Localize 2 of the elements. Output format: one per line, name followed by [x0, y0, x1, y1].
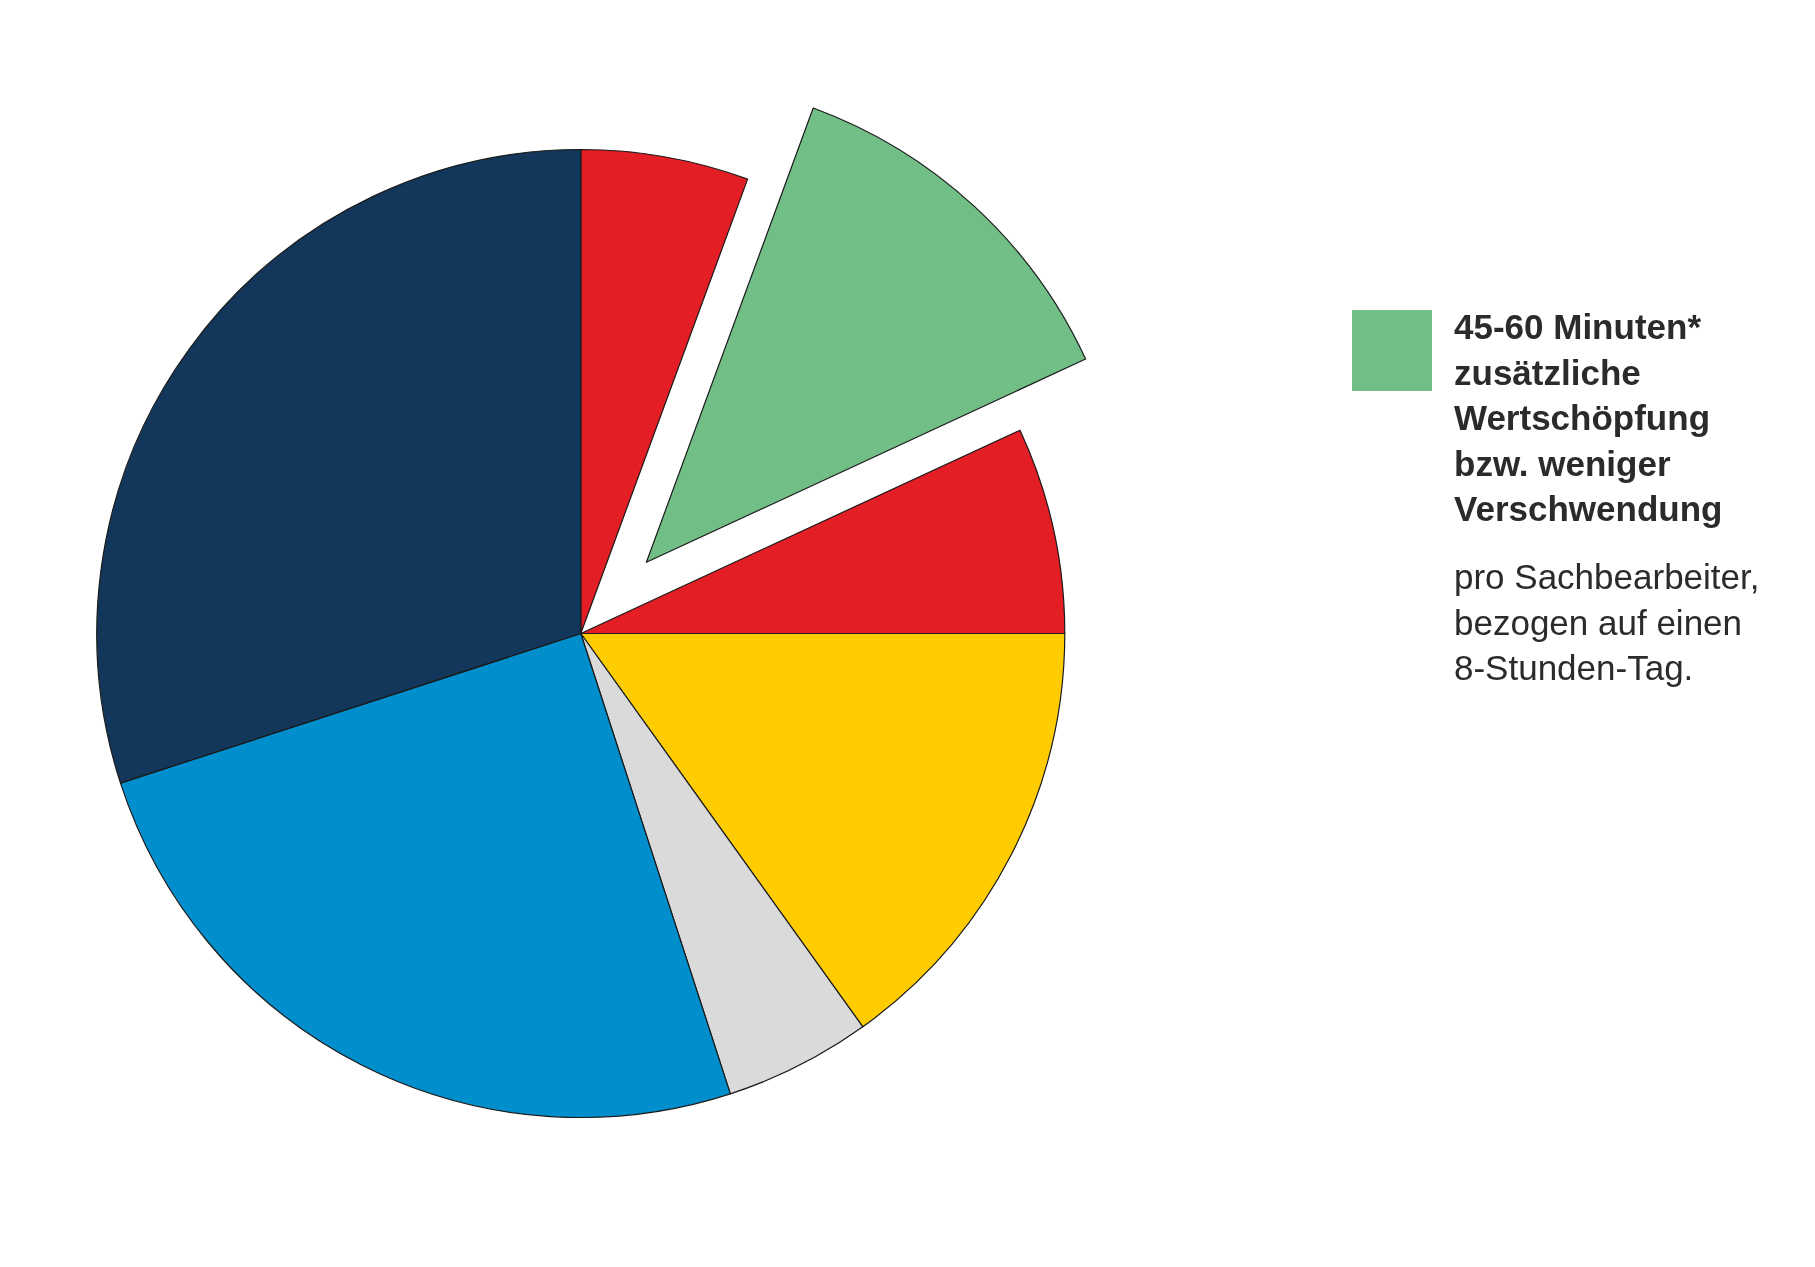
- text: pro Sachbearbeiter, bezogen auf einen 8-Stunden-Tag.: [1454, 557, 1760, 687]
- text: 45-60 Minuten* zusätzliche Wertschöpfung bzw. weniger Verschwendung: [1454, 307, 1723, 528]
